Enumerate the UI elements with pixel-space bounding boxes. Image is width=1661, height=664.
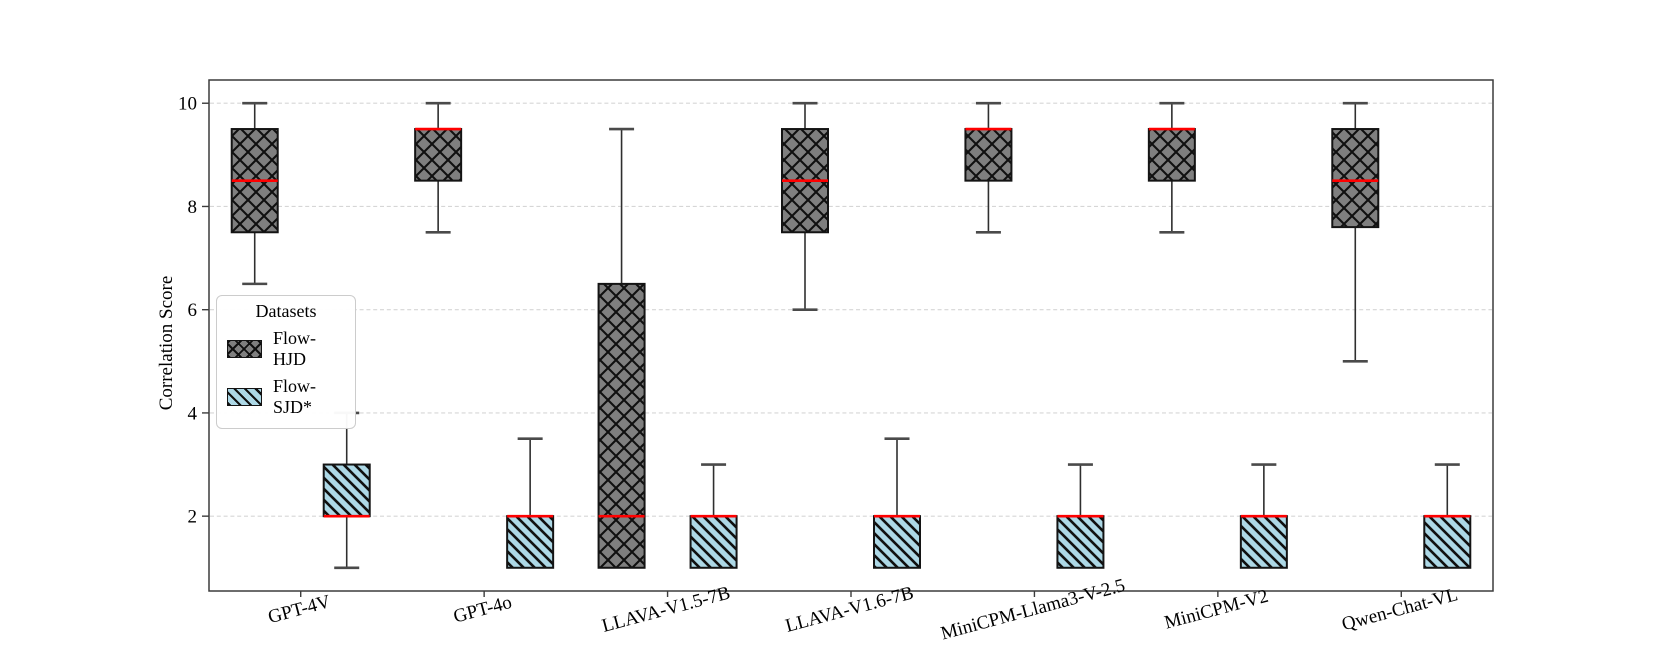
x-tick-label-6: Qwen-Chat-VL xyxy=(1340,584,1461,635)
legend-title: Datasets xyxy=(255,301,317,321)
y-tick-label: 8 xyxy=(188,197,198,218)
gridlines xyxy=(210,102,1492,517)
box-sjd-3 xyxy=(873,437,921,569)
box-sjd-1 xyxy=(506,437,555,569)
box-hjd-5 xyxy=(1147,101,1196,234)
box-sjd-6 xyxy=(1423,463,1472,569)
box-hjd-1 xyxy=(414,101,463,234)
box-sjd-4 xyxy=(1056,463,1105,569)
y-axis-title: Correlation Score xyxy=(156,276,177,411)
legend-item-flow-hjd: Flow-HJD xyxy=(217,325,355,373)
x-tick-label-0: GPT-4V xyxy=(266,591,333,628)
y-tick-label: 4 xyxy=(188,403,198,424)
box-sjd-5 xyxy=(1239,463,1288,569)
box-hjd-2 xyxy=(597,127,646,569)
x-tick-label-5: MiniCPM-V2 xyxy=(1162,586,1270,634)
box-hjd-0 xyxy=(230,101,279,286)
y-axis: 2 4 6 8 10 xyxy=(178,94,209,528)
legend-item-flow-sjd: Flow-SJD* xyxy=(217,373,355,421)
x-tick-label-4: MiniCPM-Llama3-V-2.5 xyxy=(939,575,1128,644)
x-tick-label-1: GPT-4o xyxy=(451,592,514,628)
legend-label-flow-sjd: Flow-SJD* xyxy=(273,376,317,417)
box-sjd-2 xyxy=(689,463,738,569)
flow-hjd-hatch-swatch xyxy=(227,340,262,358)
axes-spines xyxy=(208,79,1494,592)
y-tick-label: 6 xyxy=(188,300,198,321)
series-flow-hjd xyxy=(230,101,1380,569)
legend: Datasets Flow-HJD Flow-SJD* xyxy=(216,295,356,429)
box-hjd-6 xyxy=(1331,101,1380,363)
flow-sjd-hatch-swatch xyxy=(227,388,262,406)
x-axis: GPT-4V GPT-4o LLAVA-V1.5-7B LLAVA-V1.6-7B Mi… xyxy=(266,575,1460,644)
legend-label-flow-hjd: Flow-HJD xyxy=(273,328,317,369)
y-tick-label: 10 xyxy=(178,94,197,115)
box-sjd-0 xyxy=(322,411,371,570)
series-flow-sjd xyxy=(322,411,1472,570)
y-tick-label: 2 xyxy=(188,507,198,528)
box-hjd-3 xyxy=(781,101,829,311)
box-hjd-4 xyxy=(964,101,1013,234)
